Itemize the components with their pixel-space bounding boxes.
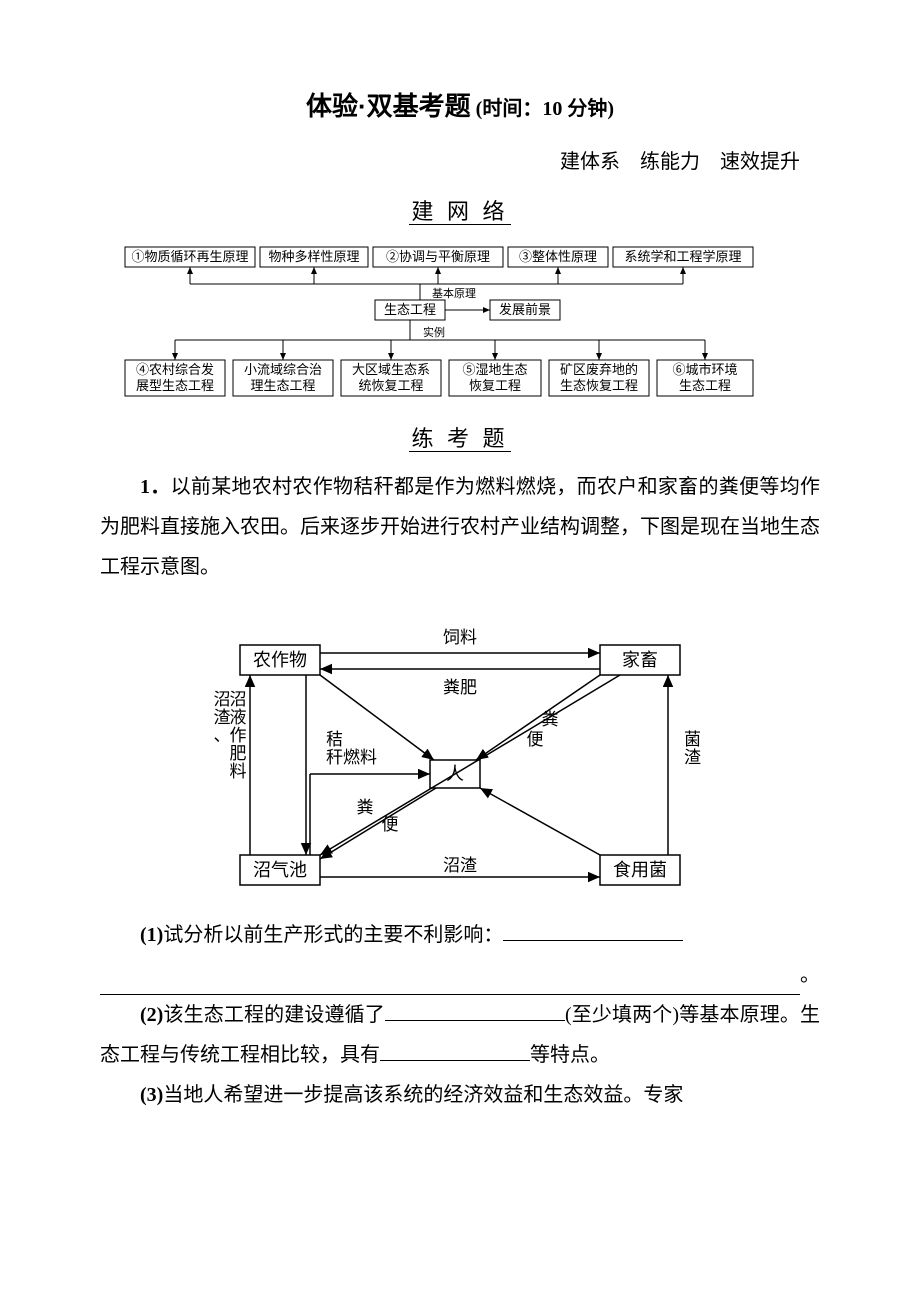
svg-text:恢复工程: 恢复工程 <box>469 378 521 393</box>
svg-text:发展前景: 发展前景 <box>499 302 551 317</box>
svg-text:燃料: 燃料 <box>343 748 377 767</box>
svg-text:沼渣、: 沼渣、 <box>214 690 231 745</box>
svg-text:⑤湿地生态: ⑤湿地生态 <box>462 362 527 377</box>
svg-text:实例: 实例 <box>423 325 445 339</box>
eco-project-diagram: 农作物家畜人沼气池食用菌饲料粪肥沼渣、沼液作肥料秸秆燃料粪便粪便沼渣菌渣 <box>190 595 730 905</box>
q1-1: (1)试分析以前生产形式的主要不利影响： <box>100 915 820 955</box>
svg-text:沼气池: 沼气池 <box>253 860 307 880</box>
blank-2b <box>380 1040 530 1061</box>
section-questions: 练 考 题 <box>100 417 820 461</box>
blank-2a <box>385 1000 565 1021</box>
blank-1b-line: 。 <box>100 955 820 995</box>
svg-text:小流域综合治: 小流域综合治 <box>244 362 322 377</box>
q1-3: (3)当地人希望进一步提高该系统的经济效益和生态效益。专家 <box>100 1075 820 1115</box>
svg-text:秸秆: 秸秆 <box>326 730 343 767</box>
svg-text:①物质循环再生原理: ①物质循环再生原理 <box>131 249 248 264</box>
svg-text:粪肥: 粪肥 <box>443 678 477 697</box>
svg-text:便: 便 <box>527 730 544 749</box>
svg-text:物种多样性原理: 物种多样性原理 <box>268 249 359 264</box>
blank-1a <box>503 920 683 941</box>
svg-text:生态工程: 生态工程 <box>679 378 731 393</box>
section-network: 建 网 络 <box>100 190 820 234</box>
svg-text:③整体性原理: ③整体性原理 <box>519 249 597 264</box>
blank-1b <box>100 970 800 995</box>
svg-text:粪: 粪 <box>542 710 559 729</box>
svg-text:菌渣: 菌渣 <box>684 730 701 767</box>
svg-text:⑥城市环境: ⑥城市环境 <box>672 362 737 377</box>
svg-text:饲料: 饲料 <box>443 628 477 647</box>
svg-text:矿区废弃地的: 矿区废弃地的 <box>560 362 638 377</box>
svg-text:展型生态工程: 展型生态工程 <box>136 378 214 393</box>
svg-text:粪: 粪 <box>357 798 374 817</box>
svg-text:家畜: 家畜 <box>622 650 658 670</box>
q1-intro: 1．以前某地农村农作物秸秆都是作为燃料燃烧，而农户和家畜的粪便等均作为肥料直接施… <box>100 467 820 587</box>
svg-text:便: 便 <box>382 815 399 834</box>
title-main: 体验·双基考题 <box>306 91 471 121</box>
svg-text:统恢复工程: 统恢复工程 <box>358 378 423 393</box>
svg-text:沼渣: 沼渣 <box>443 856 477 875</box>
svg-text:沼液作肥料: 沼液作肥料 <box>230 690 247 781</box>
q1-2: (2)该生态工程的建设遵循了(至少填两个)等基本原理。生态工程与传统工程相比较，… <box>100 995 820 1075</box>
subtitle: 建体系 练能力 速效提升 <box>100 142 820 182</box>
svg-text:②协调与平衡原理: ②协调与平衡原理 <box>386 249 490 264</box>
svg-text:生态工程: 生态工程 <box>384 302 436 317</box>
svg-text:④农村综合发: ④农村综合发 <box>136 362 214 377</box>
svg-text:大区域生态系: 大区域生态系 <box>352 362 430 377</box>
svg-text:系统学和工程学原理: 系统学和工程学原理 <box>624 249 741 264</box>
svg-text:食用菌: 食用菌 <box>613 860 667 880</box>
title-line: 体验·双基考题 (时间：10 分钟) <box>100 80 820 132</box>
svg-text:生态恢复工程: 生态恢复工程 <box>560 378 638 393</box>
svg-text:理生态工程: 理生态工程 <box>250 378 315 393</box>
svg-text:基本原理: 基本原理 <box>432 286 476 300</box>
svg-text:农作物: 农作物 <box>253 650 307 670</box>
title-time: (时间：10 分钟) <box>476 98 614 120</box>
network-diagram: ①物质循环再生原理 物种多样性原理 ②协调与平衡原理 ③整体性原理 系统学和工程学原理基… <box>120 242 800 407</box>
